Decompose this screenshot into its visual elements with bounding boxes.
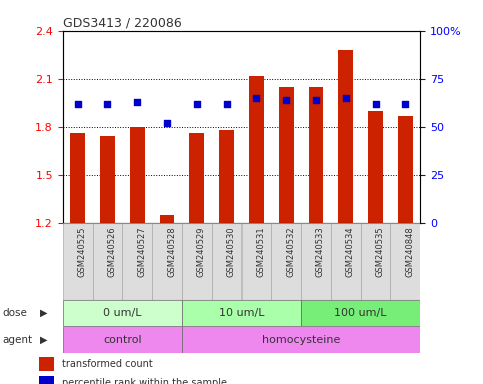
Text: ▶: ▶: [40, 335, 48, 345]
Point: [401, 101, 409, 107]
Bar: [249, 76, 264, 223]
Text: GSM240525: GSM240525: [78, 227, 86, 277]
Text: GSM240532: GSM240532: [286, 227, 295, 277]
Bar: [39, 376, 54, 384]
Bar: [279, 87, 294, 223]
Text: GSM240533: GSM240533: [316, 227, 325, 277]
Bar: [271, 223, 301, 300]
Bar: [182, 326, 420, 353]
Bar: [63, 300, 182, 326]
Text: ▶: ▶: [40, 308, 48, 318]
Text: 0 um/L: 0 um/L: [103, 308, 142, 318]
Text: GSM240528: GSM240528: [167, 227, 176, 277]
Bar: [63, 326, 182, 353]
Text: 10 um/L: 10 um/L: [219, 308, 264, 318]
Bar: [70, 133, 85, 223]
Text: GSM240848: GSM240848: [405, 227, 414, 277]
Point: [193, 101, 201, 107]
Bar: [212, 223, 242, 300]
Bar: [152, 223, 182, 300]
Text: GSM240526: GSM240526: [108, 227, 116, 277]
Point: [74, 101, 82, 107]
Text: GSM240527: GSM240527: [137, 227, 146, 277]
Point: [104, 101, 112, 107]
Bar: [93, 223, 122, 300]
Bar: [390, 223, 420, 300]
Point: [163, 120, 171, 126]
Text: dose: dose: [2, 308, 28, 318]
Point: [282, 97, 290, 103]
Text: GSM240531: GSM240531: [256, 227, 265, 277]
Bar: [159, 215, 174, 223]
Point: [223, 101, 230, 107]
Text: control: control: [103, 335, 142, 345]
Text: transformed count: transformed count: [61, 359, 152, 369]
Point: [253, 95, 260, 101]
Bar: [182, 223, 212, 300]
Text: 100 um/L: 100 um/L: [334, 308, 387, 318]
Text: agent: agent: [2, 335, 32, 345]
Point: [133, 99, 141, 105]
Bar: [301, 300, 420, 326]
Text: homocysteine: homocysteine: [262, 335, 340, 345]
Bar: [331, 223, 361, 300]
Bar: [63, 223, 93, 300]
Text: GSM240529: GSM240529: [197, 227, 206, 277]
Point: [312, 97, 320, 103]
Bar: [398, 116, 413, 223]
Text: GSM240530: GSM240530: [227, 227, 236, 277]
Text: GSM240534: GSM240534: [346, 227, 355, 277]
Point: [342, 95, 350, 101]
Bar: [361, 223, 390, 300]
Bar: [219, 130, 234, 223]
Bar: [338, 50, 353, 223]
Bar: [301, 223, 331, 300]
Text: GDS3413 / 220086: GDS3413 / 220086: [63, 17, 182, 30]
Bar: [39, 357, 54, 371]
Bar: [130, 127, 145, 223]
Bar: [182, 300, 301, 326]
Bar: [122, 223, 152, 300]
Bar: [189, 133, 204, 223]
Point: [372, 101, 380, 107]
Bar: [242, 223, 271, 300]
Bar: [309, 87, 324, 223]
Text: GSM240535: GSM240535: [376, 227, 384, 277]
Text: percentile rank within the sample: percentile rank within the sample: [61, 378, 227, 384]
Bar: [368, 111, 383, 223]
Bar: [100, 136, 115, 223]
